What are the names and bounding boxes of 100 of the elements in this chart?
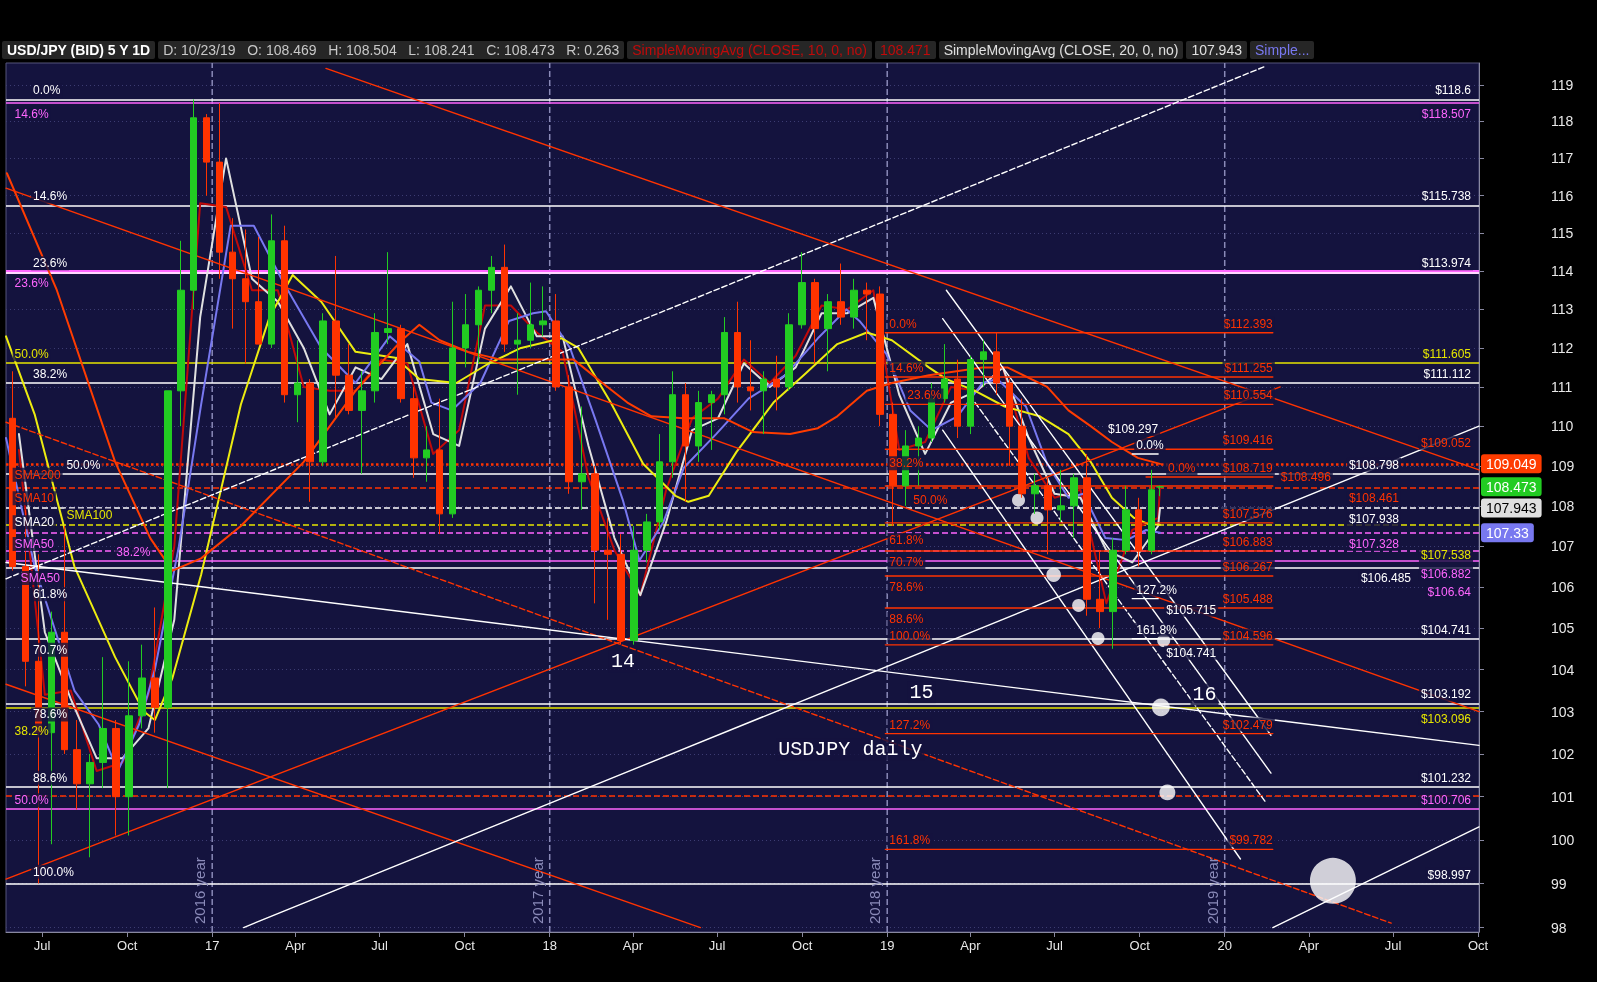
annotation: USDJPY daily bbox=[778, 738, 923, 762]
ref-line-label: $103.096 bbox=[1420, 711, 1472, 726]
annotation: 14.6% bbox=[14, 106, 49, 121]
x-tick-label: 17 bbox=[204, 938, 220, 953]
ref-line-label: $106.882 bbox=[1420, 566, 1472, 581]
annotation: 161.8% bbox=[889, 833, 931, 848]
ref-line-label: $101.232 bbox=[1420, 770, 1472, 785]
x-tick-label: Oct bbox=[454, 938, 476, 953]
annotation: 38.2% bbox=[14, 723, 49, 738]
y-tick-label: 101 bbox=[1551, 788, 1575, 805]
annotation: 78.6% bbox=[33, 707, 68, 722]
y-tick-label: 106 bbox=[1551, 578, 1575, 595]
x-tick-label: Oct bbox=[117, 938, 138, 953]
y-tick-label: 100 bbox=[1551, 831, 1575, 848]
chart-subtitle: D: 10/23/19 O: 108.469 H: 108.504 L: 108.241 C: 108.473 R: 0.263 bbox=[158, 41, 625, 59]
ref-line-label: $108.461 bbox=[1348, 491, 1400, 506]
y-tick-label: 116 bbox=[1551, 187, 1574, 204]
y-tick-label: 113 bbox=[1551, 301, 1574, 318]
ref-line-label: $108.798 bbox=[1348, 457, 1400, 472]
data-label: $105.715 bbox=[1166, 602, 1217, 617]
annotation: 109.049 bbox=[1486, 455, 1537, 472]
chart-title: USD/JPY (BID) 5 Y 1D bbox=[2, 41, 156, 59]
annotation: 108.473 bbox=[1486, 478, 1537, 495]
annotation: 50.0% bbox=[913, 492, 948, 507]
x-tick-label: 20 bbox=[1217, 938, 1232, 953]
y-tick-label: 119 bbox=[1551, 76, 1574, 93]
data-label: $104.596 bbox=[1222, 628, 1274, 643]
x-tick-label: 18 bbox=[542, 938, 557, 953]
annotation: SMA50 bbox=[20, 570, 61, 585]
annotation: 0.0% bbox=[1168, 461, 1196, 476]
text: SimpleMovingAvg (CLOSE, 10, 0, no) bbox=[627, 41, 873, 59]
ref-line-label: $113.974 bbox=[1421, 256, 1472, 271]
ref-line-label: 2017 year bbox=[528, 857, 546, 924]
annotation: 61.8% bbox=[889, 532, 924, 547]
x-tick-label: 19 bbox=[879, 938, 895, 953]
annotation: 88.6% bbox=[889, 611, 924, 626]
annotation: 14 bbox=[610, 650, 635, 674]
annotation: SMA100 bbox=[66, 508, 113, 523]
ref-line-label: $104.741 bbox=[1420, 622, 1472, 637]
annotation: 0.0% bbox=[889, 316, 918, 331]
annotation: 38.2% bbox=[889, 456, 924, 471]
annotation: 100.0% bbox=[889, 628, 931, 643]
data-label: $109.297 bbox=[1108, 422, 1159, 437]
x-tick-label: Apr bbox=[622, 938, 644, 953]
ref-line-label: $111.112 bbox=[1423, 366, 1472, 381]
data-label: $99.782 bbox=[1229, 833, 1274, 848]
y-tick-label: 108 bbox=[1551, 497, 1575, 514]
text: 108.471 bbox=[875, 41, 936, 59]
y-tick-label: 105 bbox=[1551, 620, 1575, 637]
x-tick-label: Apr bbox=[285, 938, 307, 953]
data-label: $109.416 bbox=[1222, 433, 1274, 448]
annotation: 23.6% bbox=[907, 388, 942, 403]
x-tick-label: Jul bbox=[1384, 938, 1402, 953]
x-tick-label: Oct bbox=[1129, 938, 1151, 953]
ref-line-label: 2018 year bbox=[866, 857, 884, 924]
annotation: 127.2% bbox=[1136, 582, 1178, 597]
y-tick-label: 98 bbox=[1551, 919, 1567, 936]
data-label: $106.267 bbox=[1222, 560, 1274, 575]
y-tick-label: 102 bbox=[1551, 745, 1575, 762]
ref-line-label: $98.997 bbox=[1427, 867, 1472, 882]
data-label: $112.393 bbox=[1223, 316, 1274, 331]
annotation: 14.6% bbox=[889, 360, 924, 375]
x-tick-label: Apr bbox=[960, 938, 982, 953]
ref-line-label: $118.507 bbox=[1421, 106, 1472, 121]
ref-line-label: $103.192 bbox=[1420, 687, 1472, 702]
ref-line-label: 2016 year bbox=[191, 857, 209, 924]
ref-line-label: $115.738 bbox=[1421, 189, 1472, 204]
annotation: 0.0% bbox=[33, 83, 61, 98]
data-label: $111.255 bbox=[1224, 360, 1274, 375]
x-tick-label: Jul bbox=[371, 938, 388, 953]
annotation: 88.6% bbox=[33, 770, 68, 785]
text: SimpleMovingAvg (CLOSE, 20, 0, no) bbox=[938, 41, 1184, 59]
x-tick-label: Jul bbox=[708, 938, 726, 953]
x-tick-label: Oct bbox=[1467, 938, 1489, 953]
annotation: 14.6% bbox=[33, 189, 68, 204]
annotation: 100.0% bbox=[33, 864, 75, 879]
ref-line-label: $107.938 bbox=[1348, 512, 1400, 527]
annotation: 38.2% bbox=[116, 544, 151, 559]
y-tick-label: 114 bbox=[1551, 263, 1574, 280]
annotation: 23.6% bbox=[14, 275, 49, 290]
text: Simple... bbox=[1249, 41, 1315, 59]
ref-line-label: $107.538 bbox=[1420, 548, 1472, 563]
x-tick-label: Apr bbox=[1298, 938, 1320, 953]
ref-line-label: $111.605 bbox=[1422, 347, 1472, 362]
ref-line-label: $106.485 bbox=[1360, 571, 1412, 586]
y-tick-label: 117 bbox=[1551, 150, 1574, 167]
y-tick-label: 103 bbox=[1551, 703, 1575, 720]
ref-line-label: $118.6 bbox=[1435, 83, 1472, 98]
annotation: 50.0% bbox=[14, 347, 49, 362]
annotation: 38.2% bbox=[33, 366, 68, 381]
annotation: 107.943 bbox=[1486, 500, 1537, 517]
annotation: SMA200 bbox=[14, 467, 61, 482]
data-label: $107.576 bbox=[1222, 506, 1274, 521]
annotation: 78.6% bbox=[889, 580, 924, 595]
data-label: $102.479 bbox=[1222, 717, 1274, 732]
data-label: $105.488 bbox=[1222, 591, 1274, 606]
y-tick-label: 109 bbox=[1551, 457, 1575, 474]
annotation: 70.7% bbox=[889, 554, 924, 569]
y-tick-label: 112 bbox=[1551, 339, 1574, 356]
annotation: 0.0% bbox=[1136, 438, 1164, 453]
